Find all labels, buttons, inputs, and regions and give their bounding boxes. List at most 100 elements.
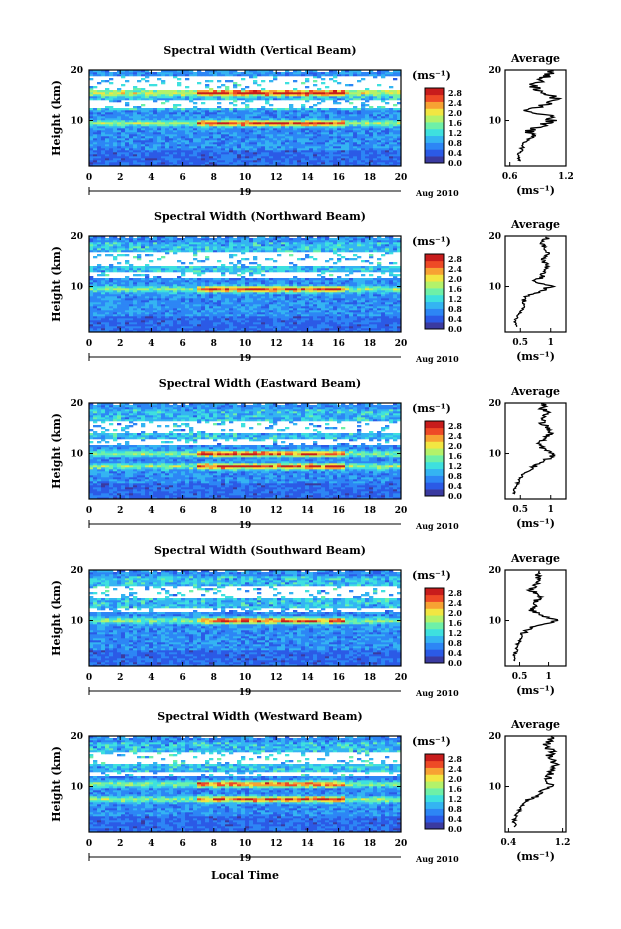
average-profile-line <box>510 736 561 828</box>
x-tick-label: 6 <box>179 673 185 683</box>
colorbar-tick-label: 0.4 <box>448 481 462 491</box>
y-tick-label: 20 <box>70 66 83 76</box>
avg-y-tick-label: 10 <box>488 617 501 627</box>
colorbar-tick-label: 2.4 <box>448 98 462 108</box>
x-tick-label: 16 <box>332 339 345 349</box>
colorbar-segment <box>425 122 444 130</box>
date-month-year: Aug 2010 <box>415 188 459 198</box>
x-tick-label: 2 <box>117 673 123 683</box>
colorbar-tick-label: 1.2 <box>448 794 462 804</box>
x-tick-label: 18 <box>364 506 377 516</box>
avg-x-tick-label: 0.5 <box>512 338 528 348</box>
colorbar-segment <box>425 301 444 309</box>
average-xlabel: (ms⁻¹) <box>516 350 555 363</box>
y-tick-label: 10 <box>70 783 83 793</box>
panel-title: Spectral Width (Northward Beam) <box>154 210 366 223</box>
date-month-year: Aug 2010 <box>415 521 459 531</box>
avg-x-tick-label: 1 <box>548 338 554 348</box>
colorbar-segment <box>425 455 444 463</box>
x-axis-label: Local Time <box>211 869 279 882</box>
avg-y-tick-label: 10 <box>488 450 501 460</box>
colorbar-segment <box>425 142 444 150</box>
date-day: 19 <box>239 188 252 198</box>
colorbar-segment <box>425 288 444 296</box>
colorbar-segment <box>425 815 444 823</box>
colorbar-tick-label: 0.0 <box>448 324 462 334</box>
x-tick-label: 10 <box>239 673 252 683</box>
y-tick-label: 10 <box>70 450 83 460</box>
x-tick-label: 2 <box>117 839 123 849</box>
colorbar-tick-label: 1.6 <box>448 284 462 294</box>
x-tick-label: 20 <box>395 673 408 683</box>
y-axis-label: Height (km) <box>50 413 63 489</box>
x-tick-label: 16 <box>332 673 345 683</box>
colorbar-segment <box>425 281 444 289</box>
colorbar-tick-label: 0.4 <box>448 314 462 324</box>
avg-x-tick-label: 0.5 <box>512 672 528 682</box>
avg-y-tick-label: 20 <box>488 399 501 409</box>
colorbar-segment <box>425 822 444 830</box>
x-tick-label: 8 <box>211 673 217 683</box>
x-tick-label: 10 <box>239 173 252 183</box>
date-month-year: Aug 2010 <box>415 354 459 364</box>
colorbar-tick-label: 2.8 <box>448 754 462 764</box>
colorbar-tick-label: 2.8 <box>448 88 462 98</box>
x-tick-label: 6 <box>179 339 185 349</box>
colorbar-segment <box>425 608 444 616</box>
avg-x-tick-label: 1.2 <box>558 172 574 182</box>
colorbar-segment <box>425 656 444 664</box>
colorbar-segment <box>425 308 444 316</box>
panel-title: Spectral Width (Vertical Beam) <box>163 44 356 57</box>
colorbar-segment <box>425 635 444 643</box>
colorbar-segment <box>425 315 444 323</box>
colorbar-segment <box>425 622 444 630</box>
colorbar-segment <box>425 781 444 789</box>
x-tick-label: 18 <box>364 839 377 849</box>
heatmap-cells <box>89 236 402 333</box>
colorbar-tick-label: 2.8 <box>448 421 462 431</box>
x-tick-label: 12 <box>270 673 283 683</box>
average-title: Average <box>510 52 560 65</box>
colorbar-segment <box>425 489 444 497</box>
colorbar-segment <box>425 421 444 429</box>
colorbar-segment <box>425 615 444 623</box>
colorbar-tick-label: 0.0 <box>448 158 462 168</box>
colorbar-segment <box>425 482 444 490</box>
colorbar-tick-label: 1.6 <box>448 451 462 461</box>
x-tick-label: 2 <box>117 339 123 349</box>
average-title: Average <box>510 552 560 565</box>
x-tick-label: 14 <box>301 339 314 349</box>
colorbar-tick-label: 0.8 <box>448 304 462 314</box>
colorbar-segment <box>425 642 444 650</box>
colorbar-tick-label: 1.2 <box>448 628 462 638</box>
x-tick-label: 20 <box>395 839 408 849</box>
colorbar-segment <box>425 434 444 442</box>
x-tick-label: 4 <box>148 506 154 516</box>
average-xlabel: (ms⁻¹) <box>516 184 555 197</box>
date-day: 19 <box>239 354 252 364</box>
x-tick-label: 0 <box>86 506 92 516</box>
colorbar-tick-label: 0.4 <box>448 148 462 158</box>
colorbar <box>424 420 445 497</box>
colorbar-tick-label: 1.2 <box>448 294 462 304</box>
colorbar-segment <box>425 149 444 157</box>
colorbar-segment <box>425 322 444 330</box>
colorbar-tick-label: 2.0 <box>448 441 462 451</box>
heatmap-cells <box>89 736 402 833</box>
average-title: Average <box>510 718 560 731</box>
date-month-year: Aug 2010 <box>415 688 459 698</box>
x-tick-label: 8 <box>211 839 217 849</box>
avg-y-tick-label: 10 <box>488 783 501 793</box>
avg-x-tick-label: 0.4 <box>501 838 517 848</box>
colorbar-segment <box>425 461 444 470</box>
avg-y-tick-label: 10 <box>488 283 501 293</box>
heatmap-cells <box>89 70 402 167</box>
date-month-year: Aug 2010 <box>415 854 459 864</box>
colorbar-segment <box>425 94 444 102</box>
colorbar-segment <box>425 649 444 657</box>
y-tick-label: 20 <box>70 566 83 576</box>
colorbar-tick-label: 2.4 <box>448 431 462 441</box>
x-tick-label: 4 <box>148 839 154 849</box>
avg-x-tick-label: 0.6 <box>502 172 518 182</box>
